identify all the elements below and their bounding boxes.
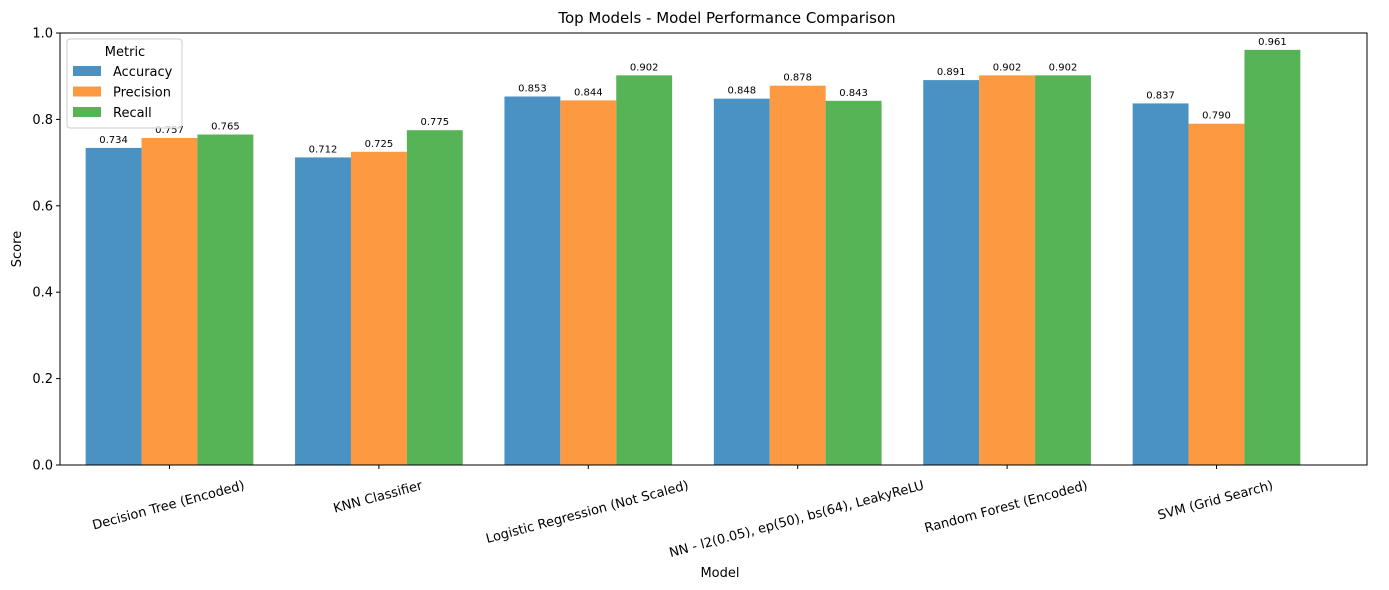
legend-label-precision: Precision (113, 86, 171, 101)
bar-accuracy-0 (85, 147, 142, 465)
value-label: 0.734 (99, 135, 128, 146)
value-label: 0.775 (420, 117, 449, 128)
bar-recall-2 (616, 75, 673, 465)
value-label: 0.891 (937, 67, 966, 78)
value-label: 0.725 (365, 139, 394, 150)
bar-recall-1 (406, 130, 463, 465)
x-tick-label: NN - l2(0.05), ep(50), bs(64), LeakyReLU (668, 478, 926, 561)
value-label: 0.848 (727, 86, 756, 97)
bar-precision-3 (769, 85, 826, 465)
bar-precision-5 (1188, 123, 1245, 465)
legend-swatch-recall (73, 107, 101, 117)
value-label: 0.878 (783, 73, 812, 84)
y-axis: 0.0 0.2 0.4 0.6 0.8 1.0 (32, 27, 60, 474)
value-label: 0.902 (993, 62, 1022, 73)
y-tick-label: 0.8 (32, 113, 53, 128)
y-axis-label: Score (10, 231, 25, 267)
y-tick-label: 0.6 (32, 199, 53, 214)
bar-recall-0 (197, 134, 254, 465)
value-label: 0.765 (211, 122, 240, 133)
bar-recall-5 (1244, 49, 1301, 465)
value-label: 0.844 (574, 87, 603, 98)
bar-accuracy-5 (1132, 103, 1189, 466)
x-tick-label: Decision Tree (Encoded) (91, 478, 246, 533)
legend-title: Metric (105, 45, 145, 60)
y-tick-label: 0.0 (32, 459, 53, 474)
value-label: 0.837 (1146, 90, 1175, 101)
plot-area-frame (59, 32, 1368, 466)
x-tick-label: SVM (Grid Search) (1156, 478, 1275, 523)
value-label: 0.961 (1258, 37, 1287, 48)
y-tick-label: 0.4 (32, 286, 53, 301)
legend-frame (66, 38, 183, 129)
value-label: 0.853 (518, 84, 547, 95)
value-label: 0.902 (1049, 62, 1078, 73)
value-label: 0.790 (1202, 111, 1231, 122)
bar-recall-3 (825, 100, 882, 465)
bars-layer (85, 49, 1301, 466)
value-labels-layer: 0.734 0.712 0.853 0.848 0.891 0.837 0.757 0.725… (99, 37, 1286, 156)
value-label: 0.843 (839, 88, 868, 99)
legend-label-accuracy: Accuracy (113, 65, 173, 80)
bar-accuracy-1 (295, 157, 351, 466)
bar-accuracy-4 (923, 80, 980, 465)
bar-precision-1 (350, 151, 407, 466)
x-tick-label: KNN Classifier (332, 478, 425, 516)
y-tick-label: 0.2 (32, 372, 53, 387)
legend-label-recall: Recall (113, 106, 152, 121)
legend: Metric Accuracy Precision Recall (66, 38, 183, 129)
bar-precision-0 (141, 137, 198, 466)
legend-swatch-precision (73, 86, 101, 97)
legend-swatch-accuracy (73, 66, 101, 76)
value-label: 0.902 (630, 62, 659, 73)
bar-precision-2 (560, 100, 617, 465)
x-axis: Decision Tree (Encoded) KNN Classifier Log… (91, 465, 1275, 561)
x-tick-label: Logistic Regression (Not Scaled) (484, 478, 690, 547)
x-axis-label: Model (700, 566, 739, 581)
chart-title: Top Models - Model Performance Compariso… (557, 9, 895, 27)
bar-accuracy-3 (713, 98, 770, 465)
value-label: 0.712 (309, 144, 338, 155)
bar-accuracy-2 (504, 96, 561, 465)
value-label: 0.757 (155, 125, 184, 136)
x-tick-label: Random Forest (Encoded) (923, 478, 1089, 536)
bar-recall-4 (1035, 75, 1091, 465)
y-tick-label: 1.0 (32, 27, 53, 42)
bar-precision-4 (979, 75, 1036, 465)
